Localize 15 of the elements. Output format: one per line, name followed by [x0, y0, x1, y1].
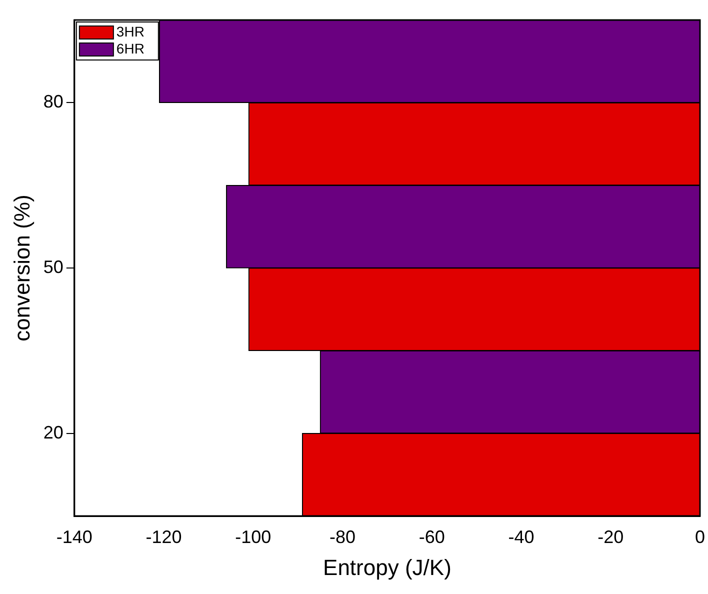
y-tick-label: 80 — [43, 92, 64, 112]
x-tick-label: -140 — [56, 526, 92, 547]
legend-label: 6HR — [116, 40, 144, 56]
x-tick-label: 0 — [694, 526, 705, 547]
y-axis-title: conversion (%) — [9, 194, 34, 342]
x-axis-title: Entropy (J/K) — [323, 554, 452, 580]
x-tick-label: -100 — [235, 526, 272, 547]
x-tick-label: -120 — [146, 526, 182, 547]
x-tick-label: -20 — [598, 526, 624, 547]
x-tick-label: -80 — [330, 526, 356, 547]
y-tick-label: 50 — [43, 256, 64, 277]
x-tick-label: -60 — [418, 526, 445, 547]
y-tick-label: 20 — [43, 422, 64, 442]
x-tick-label: -40 — [508, 526, 534, 547]
legend-label: 3HR — [116, 23, 144, 40]
